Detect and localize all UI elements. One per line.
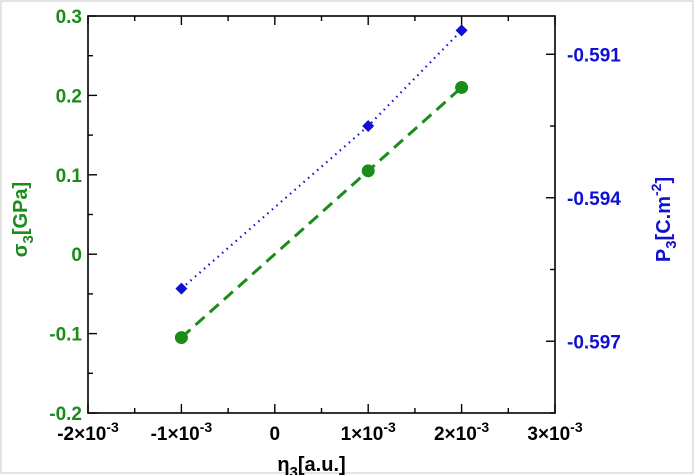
- stress-point: [455, 80, 469, 94]
- polarization-point: [362, 120, 375, 133]
- left-axis-label: σ3[GPa]: [10, 182, 37, 257]
- left-tick-label: 0.3: [56, 7, 82, 28]
- right-tick-label: -0.594: [567, 189, 621, 210]
- right-axis-label: P3[C.m-2]: [648, 177, 680, 262]
- x-tick-label: -1×10-3: [151, 419, 213, 445]
- x-tick-label: 0: [270, 424, 281, 445]
- x-tick-label: -2×10-3: [57, 419, 119, 445]
- x-tick-label: 3×10-3: [527, 419, 582, 445]
- left-tick-label: -0.1: [49, 325, 82, 346]
- right-tick-label: -0.597: [567, 332, 621, 353]
- left-tick-label: 0.1: [56, 166, 83, 187]
- x-axis-label: η3[a.u.]: [277, 454, 345, 475]
- series-polarization-line: [180, 29, 463, 290]
- left-tick-label: 0.2: [56, 86, 82, 107]
- polarization-point: [175, 282, 188, 295]
- stress-point: [361, 164, 375, 178]
- x-tick-label: 1×10-3: [341, 419, 396, 445]
- series-stress-line: [180, 86, 463, 339]
- plot-frame: [87, 15, 556, 414]
- left-tick-label: 0: [71, 245, 82, 266]
- stress-point: [174, 331, 188, 345]
- right-tick-label: -0.591: [567, 45, 621, 66]
- left-tick-label: -0.2: [49, 404, 82, 425]
- polarization-point: [455, 24, 468, 37]
- x-tick-label: 2×10-3: [434, 419, 489, 445]
